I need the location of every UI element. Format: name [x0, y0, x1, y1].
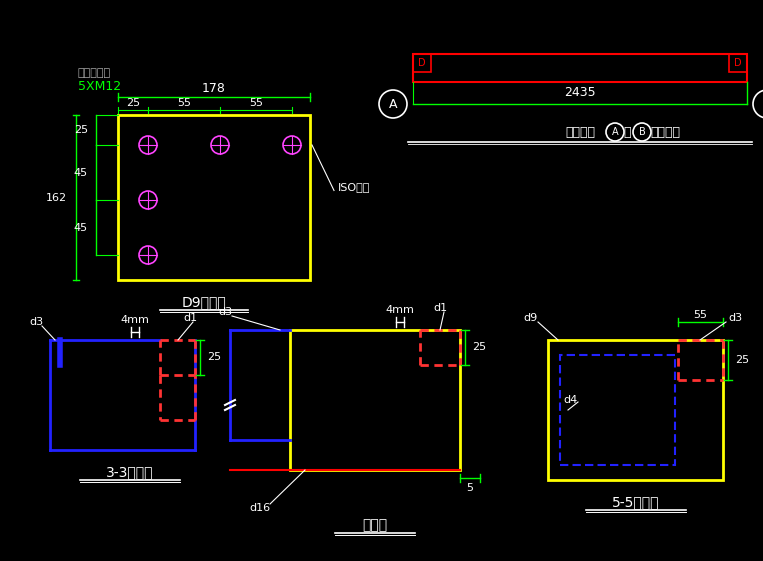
- Text: 軸立面圖: 軸立面圖: [650, 126, 680, 139]
- Text: 25: 25: [472, 343, 486, 352]
- Text: d1: d1: [183, 313, 197, 323]
- Text: d3: d3: [29, 317, 43, 327]
- Text: 25: 25: [74, 125, 88, 135]
- Text: 4mm: 4mm: [121, 315, 150, 325]
- Text: d3: d3: [728, 313, 742, 323]
- Bar: [560, 355, 675, 465]
- Text: d16: d16: [250, 503, 271, 513]
- Text: 25: 25: [735, 355, 749, 365]
- Text: 攻絲要完整: 攻絲要完整: [78, 68, 111, 78]
- Bar: [118, 115, 310, 280]
- Text: d9: d9: [523, 313, 537, 323]
- Text: 5-5剖視圖: 5-5剖視圖: [612, 495, 659, 509]
- Text: 5: 5: [466, 483, 474, 493]
- Text: A: A: [612, 127, 618, 137]
- Text: 55: 55: [249, 98, 263, 108]
- Text: 3-3斷面圖: 3-3斷面圖: [106, 465, 154, 479]
- Text: 25: 25: [207, 352, 221, 362]
- Text: 45: 45: [74, 168, 88, 177]
- Text: d1: d1: [433, 303, 447, 313]
- Bar: [729, 54, 747, 72]
- Text: ISO角件: ISO角件: [338, 182, 370, 192]
- Text: 45: 45: [74, 223, 88, 232]
- Text: d3: d3: [218, 307, 232, 317]
- Text: 2435: 2435: [564, 85, 596, 99]
- Text: 5XM12: 5XM12: [78, 80, 121, 93]
- Text: 162: 162: [46, 192, 67, 203]
- Bar: [413, 54, 747, 82]
- Text: D: D: [734, 58, 742, 68]
- Text: D: D: [418, 58, 426, 68]
- Text: 詳圖四: 詳圖四: [362, 518, 388, 532]
- Text: 底座鋼架: 底座鋼架: [565, 126, 595, 139]
- Bar: [548, 340, 723, 480]
- Text: ～: ～: [623, 126, 631, 139]
- Text: 4mm: 4mm: [385, 305, 414, 315]
- Bar: [290, 330, 460, 470]
- Bar: [413, 54, 431, 72]
- Text: B: B: [639, 127, 645, 137]
- Text: D9攻絲圖: D9攻絲圖: [182, 295, 227, 309]
- Text: 178: 178: [202, 81, 226, 94]
- Text: A: A: [389, 98, 398, 111]
- Text: d4: d4: [563, 395, 577, 405]
- Text: 55: 55: [177, 98, 191, 108]
- Text: 25: 25: [126, 98, 140, 108]
- Text: 55: 55: [694, 310, 707, 320]
